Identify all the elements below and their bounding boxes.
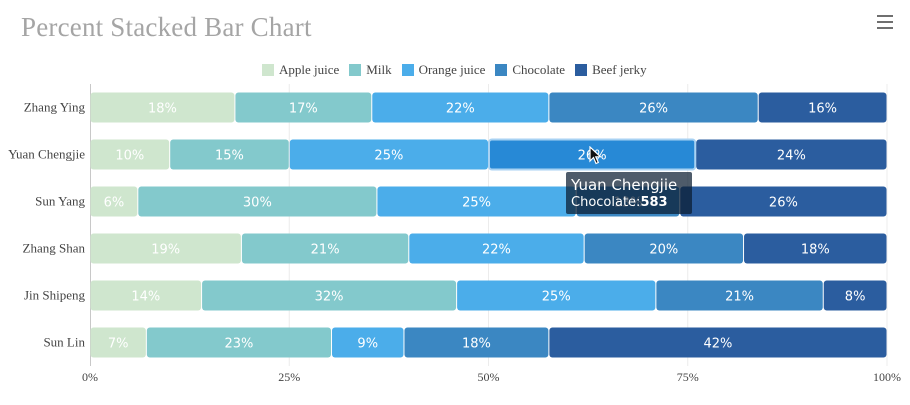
bar-data-label: 23%	[224, 337, 253, 352]
bar-segment	[90, 280, 202, 311]
bar-segment	[758, 92, 887, 123]
category-label: Yuan Chengjie	[8, 147, 85, 162]
bar-segment	[90, 92, 235, 123]
bar-data-label: 18%	[148, 102, 177, 117]
bar-data-label: 14%	[131, 290, 160, 305]
bar-segment	[372, 92, 549, 123]
bar-data-label: 21%	[311, 243, 340, 258]
bar-data-label: 32%	[315, 290, 344, 305]
tooltip-row: Chocolate:583	[571, 194, 687, 211]
bar-data-label: 22%	[482, 243, 511, 258]
tooltip-title: Yuan Chengjie	[571, 176, 678, 194]
legend-swatch	[262, 64, 274, 76]
chart-title: Percent Stacked Bar Chart	[21, 12, 312, 42]
legend: Apple juice Milk Orange juice Chocolate Beef…	[262, 62, 657, 78]
bar-segment	[656, 280, 823, 311]
bar-data-label: 15%	[215, 149, 244, 164]
bar-data-label: 25%	[374, 149, 403, 164]
bar-segment	[409, 233, 584, 264]
bar-data-label: 19%	[151, 243, 180, 258]
category-label: Zhang Ying	[24, 100, 86, 115]
bar-data-label: 9%	[357, 337, 378, 352]
bar-segment	[584, 233, 744, 264]
bar-data-label: 26%	[639, 102, 668, 117]
tooltip-value: 583	[640, 195, 668, 210]
x-tick-label: 75%	[677, 370, 699, 384]
bar-data-label: 30%	[243, 196, 272, 211]
legend-swatch	[401, 64, 414, 76]
bar-segment	[823, 280, 887, 311]
bar-data-label: 22%	[446, 102, 475, 117]
x-tick-label: 50%	[478, 370, 500, 384]
bar-segment	[404, 327, 549, 358]
bar-data-label: 16%	[808, 102, 837, 117]
bar-data-label: 10%	[115, 149, 144, 164]
bar-segment	[332, 327, 404, 358]
bar-data-label: 26%	[769, 196, 798, 211]
legend-swatch	[495, 64, 508, 76]
bar-segment	[680, 186, 887, 217]
bar-data-label: 8%	[845, 290, 866, 305]
bar-data-label: 42%	[703, 337, 732, 352]
bar-segment	[90, 233, 241, 264]
bar-segment	[289, 139, 488, 170]
bar-data-label: 21%	[725, 290, 754, 305]
category-label: Sun Lin	[43, 335, 85, 350]
legend-item[interactable]: Beef jerky	[575, 62, 647, 78]
x-tick-label: 0%	[82, 370, 98, 384]
bar-segment	[138, 186, 377, 217]
bar-segment	[744, 233, 887, 264]
bar-data-label: 18%	[801, 243, 830, 258]
bar-segment	[90, 139, 170, 170]
bar-segment	[549, 327, 887, 358]
legend-label: Apple juice	[279, 62, 340, 77]
legend-label: Chocolate	[512, 62, 566, 77]
mouse-cursor-icon	[589, 146, 603, 165]
tooltip-label: Chocolate:	[571, 195, 641, 210]
bar-segment	[241, 233, 409, 264]
bar-segment	[696, 139, 887, 170]
hamburger-menu-icon[interactable]	[872, 11, 898, 33]
bar-segment	[90, 327, 146, 358]
bar-data-label: 7%	[108, 337, 129, 352]
bar-segment	[202, 280, 457, 311]
category-label: Zhang Shan	[23, 241, 86, 256]
bar-segment	[549, 92, 758, 123]
bar-data-label: 20%	[649, 243, 678, 258]
legend-swatch	[349, 64, 362, 76]
bar-segment	[235, 92, 372, 123]
bar-data-label: 25%	[462, 196, 491, 211]
legend-item[interactable]: Milk	[349, 62, 392, 78]
bar-data-label: 18%	[462, 337, 491, 352]
bar-data-label: 6%	[104, 196, 125, 211]
x-tick-label: 25%	[278, 370, 300, 384]
legend-item[interactable]: Orange juice	[401, 62, 486, 78]
bar-segment	[377, 186, 576, 217]
bar-segment	[90, 186, 138, 217]
legend-label: Milk	[366, 62, 392, 77]
bar-segment	[457, 280, 656, 311]
legend-item[interactable]: Apple juice	[262, 62, 339, 78]
bar-data-label: 25%	[542, 290, 571, 305]
bar-segment	[170, 139, 289, 170]
legend-label: Orange juice	[418, 62, 486, 77]
category-label: Sun Yang	[35, 194, 85, 209]
x-tick-label: 100%	[873, 370, 901, 384]
legend-item[interactable]: Chocolate	[495, 62, 565, 78]
tooltip: Yuan Chengjie Chocolate:583	[566, 172, 692, 214]
legend-swatch	[575, 64, 588, 76]
bar-data-label: 24%	[777, 149, 806, 164]
legend-label: Beef jerky	[592, 62, 647, 77]
category-label: Jin Shipeng	[24, 288, 86, 303]
bar-segment	[146, 327, 332, 358]
bar-data-label: 17%	[289, 102, 318, 117]
